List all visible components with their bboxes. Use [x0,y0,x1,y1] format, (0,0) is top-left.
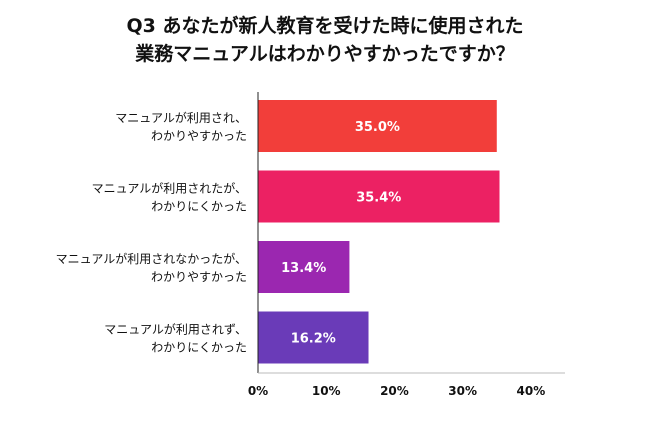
chart-title: Q3 あなたが新人教育を受けた時に使用された 業務マニュアルはわかりやすかったで… [0,12,650,68]
category-label-1-line-2: わかりやすかった [151,129,247,143]
value-label-4: 16.2% [291,332,336,347]
chart-title-line-2: 業務マニュアルはわかりやすかったですか？ [135,43,515,65]
bar-3 [258,241,350,293]
x-tick-label-20: 20% [380,384,409,398]
category-label-2-line-2: わかりにくかった [151,200,247,214]
x-tick-label-10: 10% [312,384,341,398]
x-tick-label-30: 30% [448,384,477,398]
bar-2 [258,170,500,223]
category-label-2-line-1: マニュアルが利用されたが、 [92,181,247,196]
chart-title-line-1: Q3 あなたが新人教育を受けた時に使用された [126,15,524,37]
category-label-1-line-1: マニュアルが利用され、 [115,110,247,125]
category-label-3-line-2: わかりやすかった [151,270,247,284]
category-label-4-line-1: マニュアルが利用されず、 [104,322,247,337]
value-label-2: 35.4% [356,191,401,206]
value-label-1: 35.0% [355,120,400,135]
category-label-3-line-1: マニュアルが利用されなかったが、 [56,251,247,266]
bar-4 [258,311,369,364]
x-tick-label-40: 40% [517,384,546,398]
bar-1 [258,100,497,152]
value-label-3: 13.4% [281,261,326,276]
x-tick-label-0: 0% [248,384,268,398]
category-label-4-line-2: わかりにくかった [151,341,247,355]
